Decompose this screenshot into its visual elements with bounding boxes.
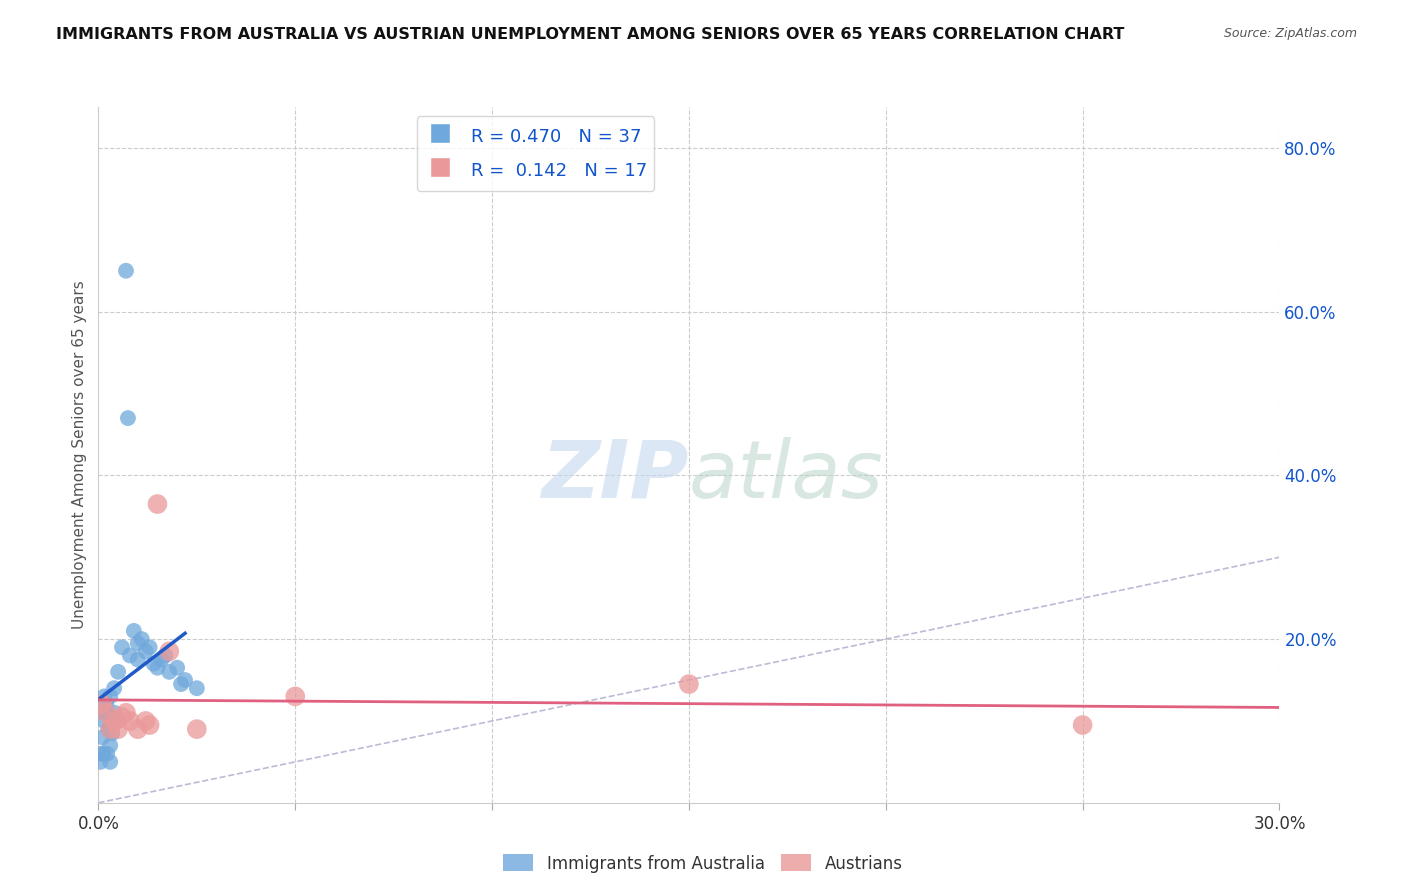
Point [96, 747, 118, 761]
Point [186, 681, 208, 696]
Text: ZIP: ZIP [541, 437, 689, 515]
Point [186, 722, 208, 736]
Point [150, 652, 173, 666]
Point [103, 706, 125, 720]
Point [174, 673, 197, 687]
Point [91, 747, 114, 761]
Point [166, 661, 188, 675]
Point [93, 690, 115, 704]
Point [135, 644, 157, 658]
Text: atlas: atlas [689, 437, 884, 515]
Point [94, 706, 117, 720]
Point [155, 648, 177, 663]
Point [101, 726, 124, 740]
Point [93, 714, 115, 728]
Legend: R = 0.470   N = 37, R =  0.142   N = 17: R = 0.470 N = 37, R = 0.142 N = 17 [416, 116, 654, 191]
Point [117, 411, 139, 425]
Point [127, 652, 149, 666]
Point [157, 665, 180, 679]
Legend: Immigrants from Australia, Austrians: Immigrants from Australia, Austrians [496, 847, 910, 880]
Y-axis label: Unemployment Among Seniors over 65 years: Unemployment Among Seniors over 65 years [72, 281, 87, 629]
Point [89, 755, 111, 769]
Point [107, 665, 129, 679]
Point [115, 264, 138, 278]
Point [96, 706, 118, 720]
Point [96, 698, 118, 712]
Text: IMMIGRANTS FROM AUSTRALIA VS AUSTRIAN UNEMPLOYMENT AMONG SENIORS OVER 65 YEARS C: IMMIGRANTS FROM AUSTRALIA VS AUSTRIAN UN… [56, 27, 1125, 42]
Point [115, 706, 138, 720]
Point [90, 747, 112, 761]
Point [97, 722, 120, 736]
Point [111, 710, 134, 724]
Point [118, 648, 141, 663]
Point [91, 731, 114, 745]
Point [170, 677, 193, 691]
Point [98, 722, 121, 736]
Point [131, 632, 153, 646]
Point [284, 690, 307, 704]
Point [91, 698, 114, 712]
Point [118, 714, 141, 728]
Point [127, 722, 149, 736]
Point [103, 681, 125, 696]
Point [98, 739, 121, 753]
Point [678, 677, 700, 691]
Point [107, 714, 129, 728]
Point [157, 644, 180, 658]
Point [135, 714, 157, 728]
Point [1071, 718, 1094, 732]
Point [103, 714, 125, 728]
Point [138, 718, 160, 732]
Point [127, 636, 149, 650]
Text: Source: ZipAtlas.com: Source: ZipAtlas.com [1223, 27, 1357, 40]
Point [122, 624, 145, 638]
Point [107, 722, 129, 736]
Point [138, 640, 160, 655]
Point [98, 690, 121, 704]
Point [146, 497, 169, 511]
Point [142, 657, 165, 671]
Point [146, 661, 169, 675]
Point [111, 640, 134, 655]
Point [98, 755, 121, 769]
